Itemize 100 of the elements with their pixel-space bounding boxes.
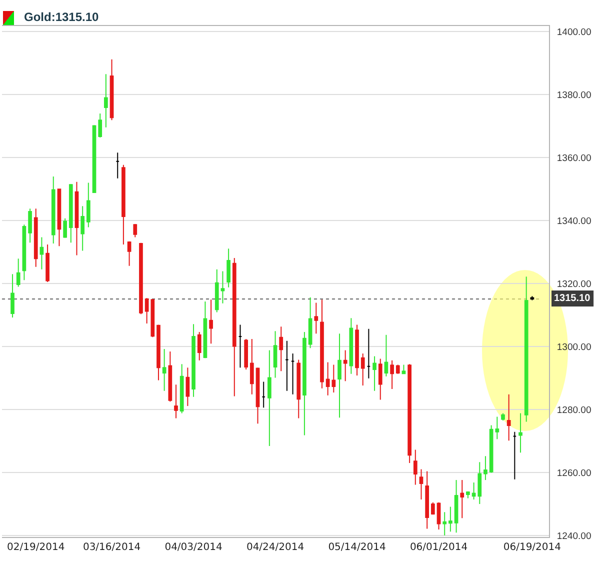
x-tick-label: 03/16/2014 (82, 542, 141, 553)
candlestick (122, 164, 126, 246)
candlestick (51, 176, 56, 244)
y-tick-label: 1280.00 (556, 404, 592, 416)
candlestick (116, 152, 120, 179)
candlestick (378, 358, 382, 400)
candlestick (174, 384, 178, 419)
candlestick (46, 244, 50, 282)
candlestick (268, 350, 272, 447)
candlestick (349, 318, 354, 374)
candlestick (343, 350, 348, 382)
candlestick (506, 394, 511, 442)
x-tick-label: 05/14/2014 (328, 542, 386, 553)
candlestick (419, 468, 424, 500)
candlestick (104, 74, 108, 128)
candlestick (314, 302, 318, 334)
candlestick (501, 412, 505, 422)
candlestick (22, 224, 26, 281)
candlestick (86, 182, 90, 228)
candlestick (308, 296, 312, 349)
candlestick (454, 480, 458, 534)
candlestick (279, 326, 284, 372)
candlestick (209, 299, 213, 344)
candlestick (214, 268, 219, 313)
candlestick (320, 299, 324, 389)
candlestick (396, 364, 400, 374)
x-tick-label: 06/19/2014 (503, 542, 561, 553)
candlestick (92, 124, 96, 194)
candlestick (384, 334, 388, 377)
candlestick (273, 330, 278, 378)
candlestick (192, 324, 196, 398)
y-tick-label: 1380.00 (556, 90, 592, 101)
candlestick (34, 208, 38, 268)
candlestick (262, 381, 266, 408)
candlestick (296, 359, 301, 419)
candlestick (430, 502, 435, 516)
chart-title: Gold:1315.10 (24, 10, 100, 24)
ref-line-label: 1315.10 (554, 293, 591, 304)
candlestick (168, 351, 172, 402)
candlestick (186, 367, 190, 407)
candlestick (220, 270, 225, 304)
candlestick (472, 482, 476, 500)
candlestick (238, 324, 242, 368)
y-tick-label: 1240.00 (556, 530, 592, 542)
candlestick (466, 490, 470, 499)
candlestick (57, 188, 62, 247)
candlestick (40, 236, 44, 270)
candlestick (150, 298, 155, 338)
candlestick (232, 258, 236, 397)
candlestick (489, 424, 494, 474)
x-tick-label: 04/03/2014 (164, 542, 222, 553)
candlestick (495, 416, 500, 440)
candlestick (162, 348, 166, 392)
candlestick (355, 324, 359, 376)
candlestick (413, 449, 418, 486)
candlestick (203, 300, 208, 359)
candlestick (338, 333, 342, 418)
candlestick (63, 218, 67, 238)
candlestick (524, 276, 528, 422)
x-tick-label: 06/01/2014 (410, 542, 468, 553)
candlestick (360, 352, 365, 386)
candlestick (127, 240, 132, 266)
candlestick (180, 364, 184, 414)
candlestick (442, 512, 447, 536)
candlestick (10, 274, 14, 318)
candlestick (372, 356, 376, 392)
candlestick (244, 338, 248, 370)
candlestick (226, 248, 230, 288)
candlestick (484, 456, 488, 481)
candlestick (197, 332, 202, 361)
candlestick (425, 470, 430, 530)
candlestick (16, 258, 20, 288)
candlestick (366, 328, 371, 379)
candlestick (460, 480, 464, 519)
candlestick (390, 360, 394, 390)
candlestick (144, 298, 149, 324)
candlestick (448, 506, 452, 532)
y-tick-label: 1300.00 (556, 342, 592, 353)
y-tick-label: 1400.00 (556, 26, 592, 38)
candlestick (512, 431, 517, 480)
candlestick (408, 364, 412, 464)
candlestick (250, 338, 254, 395)
y-tick-label: 1340.00 (556, 216, 592, 227)
candlestick (285, 340, 289, 392)
candlestick (290, 352, 295, 395)
y-tick-label: 1260.00 (556, 468, 592, 479)
candlestick (74, 181, 79, 256)
x-tick-label: 04/24/2014 (246, 542, 304, 553)
candlestick (139, 242, 143, 315)
candlestick (68, 184, 73, 244)
y-tick-label: 1320.00 (556, 278, 592, 290)
candlestick (256, 367, 260, 424)
candlestick (530, 296, 534, 301)
candlestick (156, 324, 160, 381)
candlestick (302, 332, 306, 436)
candlestick (28, 208, 32, 244)
candlestick (110, 58, 114, 121)
candlestick (80, 206, 85, 252)
y-tick-label: 1360.00 (556, 152, 592, 164)
candlestick (133, 224, 138, 238)
